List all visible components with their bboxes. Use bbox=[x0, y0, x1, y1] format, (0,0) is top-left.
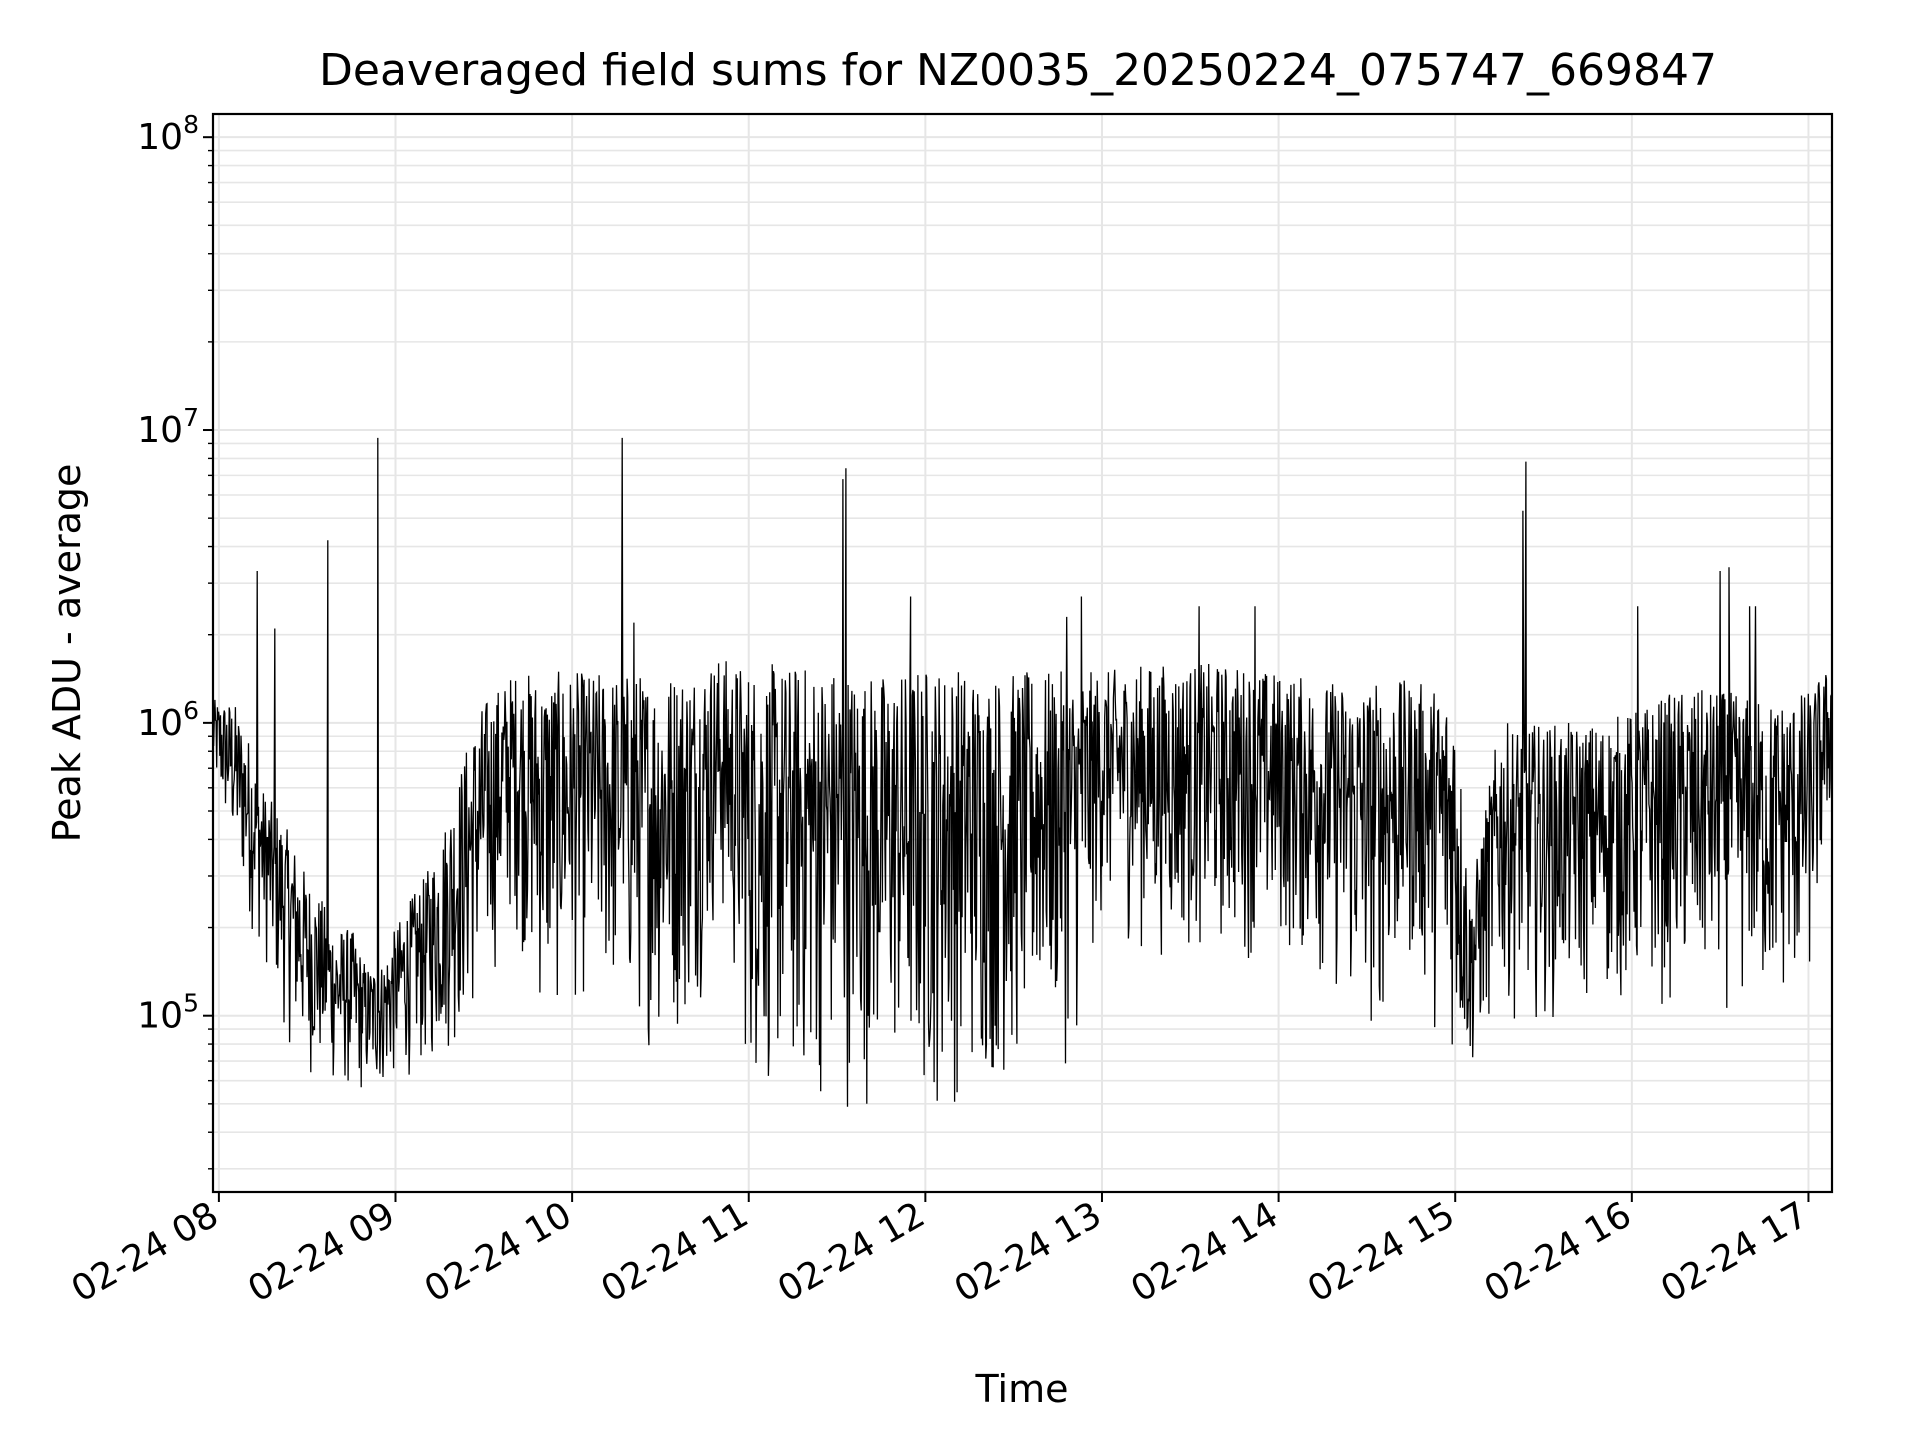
series-layer bbox=[212, 437, 1833, 1107]
y-tick-label: 105 bbox=[137, 989, 199, 1037]
y-axis-title: Peak ADU - average bbox=[45, 464, 89, 843]
y-tick-label: 107 bbox=[137, 403, 199, 451]
y-axis: 105 106 107 108 bbox=[137, 110, 213, 1170]
series-line bbox=[212, 437, 1833, 1107]
y-tick-label: 106 bbox=[137, 696, 199, 744]
plot-frame bbox=[211, 112, 1834, 1194]
y-tick-label: 108 bbox=[137, 110, 199, 158]
x-axis-title: Time bbox=[975, 1367, 1069, 1411]
chart-title: Deaveraged field sums for NZ0035_2025022… bbox=[319, 45, 1717, 96]
